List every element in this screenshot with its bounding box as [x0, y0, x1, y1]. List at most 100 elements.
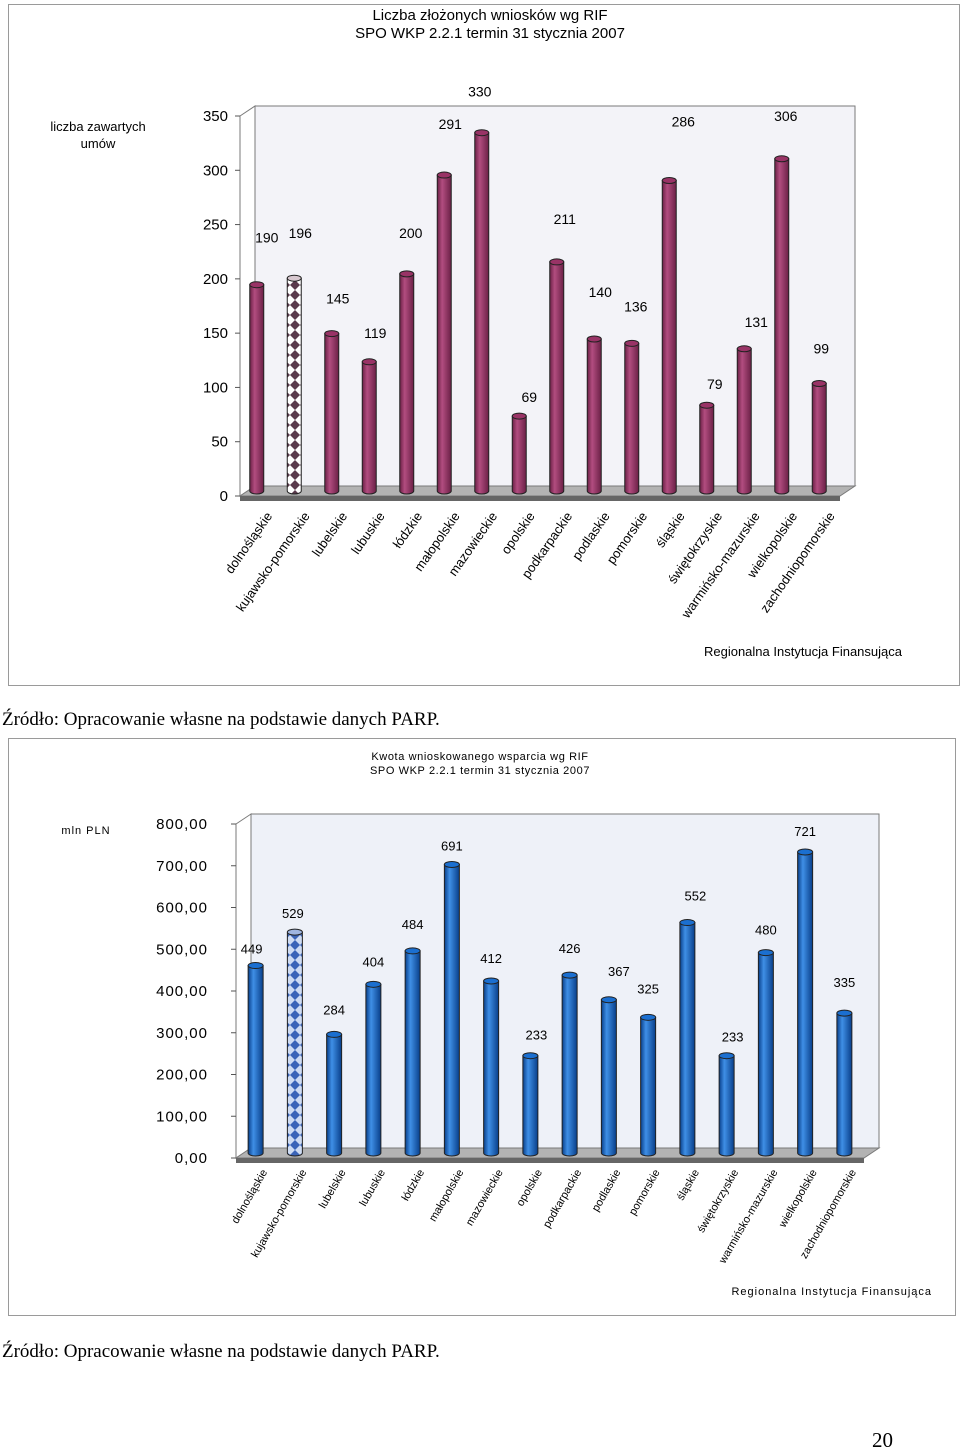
c2-bar-0 — [247, 965, 264, 1157]
c2-bar-top-12 — [718, 1052, 735, 1060]
c2-category-label-2: lubelskie — [317, 1168, 349, 1211]
c2-bar-top-13 — [757, 949, 774, 957]
c1-ylabel: liczba zawartych — [50, 119, 145, 134]
chart2-title: Kwota wnioskowanego wsparcia wg RIF SPO … — [290, 750, 670, 778]
c2-ytick-label: 0,00 — [175, 1150, 208, 1167]
c2-value-label-10: 325 — [637, 981, 659, 996]
c2-category-label-12: świętokrzyskie — [695, 1168, 741, 1235]
c2-category-label-4: łódzkie — [400, 1168, 428, 1204]
c2-bar-top-15 — [836, 1009, 853, 1017]
chart1-title-line1: Liczba złożonych wniosków wg RIF — [372, 7, 608, 24]
chart1-plot: 0 50 100 150 200 250 300 350 liczba zawartych umó… — [50, 84, 902, 659]
c1-floor-edge — [240, 496, 840, 501]
c1-value-label-5: 291 — [439, 116, 463, 132]
c2-bar-top-8 — [561, 971, 578, 979]
c1-bar-3 — [361, 361, 377, 495]
c1-bar-11 — [661, 179, 677, 495]
c2-ytick-label: 100,00 — [156, 1108, 208, 1125]
c2-value-label-13: 480 — [755, 923, 777, 938]
c1-bar-top-4 — [399, 270, 415, 278]
c2-ytick-label: 300,00 — [156, 1025, 208, 1042]
c1-bar-0 — [249, 284, 265, 495]
c1-bar-top-5 — [436, 171, 452, 179]
c2-bar-top-2 — [326, 1030, 343, 1038]
c2-bar-top-4 — [404, 947, 421, 955]
c1-category-label-1: kujawsko-pomorskie — [233, 509, 313, 614]
c1-ytick-label: 250 — [203, 217, 228, 234]
c1-bar-top-9 — [586, 335, 602, 343]
c2-bar-7 — [522, 1055, 539, 1157]
c1-bar-10 — [624, 342, 640, 495]
c2-bar-15 — [836, 1012, 853, 1157]
c2-bar-top-11 — [679, 919, 696, 927]
c2-bar-top-9 — [600, 996, 617, 1004]
c1-bar-top-7 — [511, 412, 527, 420]
c1-ylabel: umów — [81, 136, 116, 151]
page-number: 20 — [872, 1428, 893, 1452]
c1-value-label-4: 200 — [399, 225, 423, 241]
c2-ytick-label: 800,00 — [156, 816, 208, 833]
c1-ytick-label: 300 — [203, 162, 228, 179]
c1-bar-8 — [549, 261, 565, 495]
c1-ytick-label: 200 — [203, 271, 228, 288]
c2-ytick-label: 500,00 — [156, 941, 208, 958]
c2-value-label-6: 412 — [480, 951, 502, 966]
c2-category-label-10: pomorskie — [627, 1168, 663, 1218]
c1-bar-top-15 — [811, 380, 827, 388]
c2-bar-5 — [443, 864, 460, 1157]
c1-bar-top-13 — [736, 345, 752, 353]
c1-value-label-0: 190 — [255, 230, 279, 246]
c1-bar-top-10 — [624, 339, 640, 347]
c1-category-label-15: zachodniopomorskie — [757, 509, 838, 615]
c2-bar-top-5 — [443, 861, 460, 869]
c2-bar-12 — [718, 1055, 735, 1157]
c2-category-label-6: mazowieckie — [464, 1168, 506, 1229]
c2-ytick-label: 600,00 — [156, 900, 208, 917]
c2-xlabel: Regionalna Instytucja Finansująca — [731, 1286, 932, 1298]
c1-bar-9 — [586, 338, 602, 495]
c1-value-label-3: 119 — [364, 325, 387, 341]
c2-bar-11 — [679, 922, 696, 1157]
c2-category-label-11: śląskie — [675, 1168, 702, 1203]
chart1-title: Liczba złożonych wniosków wg RIF SPO WKP… — [260, 7, 720, 43]
chart2-source: Źródło: Opracowanie własne na podstawie … — [2, 1341, 440, 1362]
c1-bar-top-11 — [661, 176, 677, 184]
c2-category-label-8: podkarpackie — [541, 1168, 584, 1231]
c2-value-label-11: 552 — [685, 889, 707, 904]
c1-ytick-label: 0 — [220, 488, 228, 505]
c1-ytick-label: 50 — [211, 434, 228, 451]
c2-bar-3 — [365, 983, 382, 1157]
c1-bar-7 — [511, 415, 527, 495]
c2-value-label-7: 233 — [526, 1028, 548, 1043]
c2-bar-10 — [640, 1016, 657, 1157]
c2-bar-9 — [600, 999, 617, 1157]
c2-bar-top-7 — [522, 1052, 539, 1060]
c2-floor-edge — [236, 1158, 864, 1163]
c2-value-label-4: 484 — [402, 917, 424, 932]
c1-bar-top-12 — [699, 401, 715, 409]
c1-value-label-6: 330 — [468, 84, 492, 100]
c1-bar-top-0 — [249, 281, 265, 289]
c1-bar-4 — [399, 273, 415, 495]
c1-value-label-12: 79 — [707, 376, 723, 392]
c2-ylabel: mln PLN — [61, 825, 110, 837]
c1-bar-top-3 — [361, 358, 377, 366]
c1-category-label-3: lubuskie — [348, 509, 388, 557]
c2-category-label-0: dolnośląskie — [230, 1168, 271, 1226]
c2-bar-top-14 — [797, 848, 814, 856]
c2-bar-top-6 — [483, 977, 500, 985]
c1-value-label-15: 99 — [813, 341, 829, 357]
c2-bar-top-10 — [640, 1013, 657, 1021]
c1-bar-12 — [699, 404, 715, 495]
c1-value-label-2: 145 — [326, 291, 350, 307]
c1-value-label-14: 306 — [774, 108, 798, 124]
c1-value-label-11: 286 — [672, 113, 696, 129]
c1-category-label-7: opolskie — [498, 509, 538, 557]
c2-value-label-5: 691 — [441, 839, 463, 854]
c2-value-label-14: 721 — [794, 824, 816, 839]
c2-ytick-label: 700,00 — [156, 858, 208, 875]
chart1-source: Źródło: Opracowanie własne na podstawie … — [2, 709, 440, 730]
c2-value-label-0: 449 — [241, 942, 263, 957]
c2-value-label-9: 367 — [608, 964, 630, 979]
c2-ytick-label: 400,00 — [156, 983, 208, 1000]
